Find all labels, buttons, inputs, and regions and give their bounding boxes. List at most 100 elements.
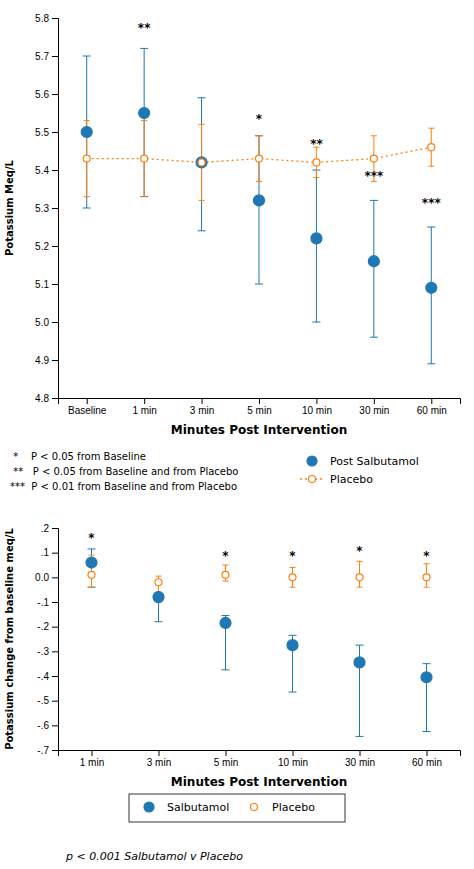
- error-bar-cap: [141, 196, 147, 197]
- y-tick: 4.8: [35, 393, 58, 404]
- error-bar-cap: [357, 561, 363, 562]
- annotation: **: [310, 137, 323, 151]
- x-tick-mark: [144, 398, 145, 404]
- y-tick: 5.1: [35, 279, 58, 290]
- error-bar-cap: [222, 615, 230, 616]
- x-tick: 5 min: [247, 398, 271, 416]
- y-tick-mark: [52, 360, 58, 361]
- y-tick-label: 0.0: [35, 572, 49, 583]
- x-tick-mark: [360, 750, 361, 756]
- error-bar-cap: [199, 124, 205, 125]
- point: [198, 159, 205, 166]
- x-tick-label: 60 min: [417, 405, 447, 416]
- y-tick-label: 5.2: [35, 241, 49, 252]
- point: [222, 571, 229, 578]
- y-tick: .2: [41, 523, 58, 534]
- point: [141, 155, 148, 162]
- error-bar: [357, 561, 363, 587]
- y-tick-mark: [52, 676, 58, 677]
- y-tick-label: 5.0: [35, 317, 49, 328]
- y-tick-label: -.5: [37, 695, 49, 706]
- point: [153, 592, 164, 603]
- annotation: ***: [364, 169, 384, 183]
- y-tick-label: 4.9: [35, 355, 49, 366]
- error-bar-stem: [316, 170, 317, 322]
- legend-marker: [251, 804, 258, 811]
- legend: Post SalbutamolPlacebo: [300, 455, 419, 486]
- x-tick: 10 min: [302, 398, 332, 416]
- y-tick-mark: [52, 322, 58, 323]
- x-tick-label: 5 min: [214, 757, 238, 768]
- legend-item: Salbutamol: [144, 801, 229, 814]
- y-tick: -.2: [37, 621, 58, 632]
- x-tick-mark: [316, 398, 317, 404]
- legend: SalbutamolPlacebo: [129, 794, 345, 822]
- y-tick-mark: [52, 56, 58, 57]
- x-tick-label: 1 min: [80, 757, 104, 768]
- point: [311, 233, 322, 244]
- error-bar-cap: [222, 669, 230, 670]
- error-bar-cap: [357, 587, 363, 588]
- error-bar-cap: [255, 135, 263, 136]
- error-bar-cap: [428, 166, 434, 167]
- point: [289, 574, 296, 581]
- error-bar-cap: [289, 635, 297, 636]
- point: [356, 574, 363, 581]
- y-tick: 0.0: [35, 572, 58, 583]
- y-tick: -.4: [37, 671, 58, 682]
- y-tick-label: 5.6: [35, 89, 49, 100]
- error-bar: [256, 136, 262, 182]
- point: [139, 108, 150, 119]
- y-tick: -.7: [37, 745, 58, 756]
- error-bar: [156, 576, 162, 592]
- y-axis: 4.84.95.05.15.25.35.45.55.65.75.8: [35, 13, 58, 404]
- y-tick-mark: [52, 246, 58, 247]
- error-bar-cap: [313, 177, 319, 178]
- point: [254, 195, 265, 206]
- y-tick-label: 5.8: [35, 13, 49, 24]
- error-bar-cap: [290, 567, 296, 568]
- y-tick: 5.5: [35, 127, 58, 138]
- y-tick-label: -.2: [37, 621, 49, 632]
- point: [81, 127, 92, 138]
- x-tick: Baseline: [68, 398, 107, 416]
- error-bar-cap: [428, 128, 434, 129]
- x-tick-label: 10 min: [278, 757, 308, 768]
- error-bar-cap: [88, 548, 96, 549]
- error-bar-cap: [423, 731, 431, 732]
- plot-area: [81, 48, 437, 363]
- x-tick: 1 min: [132, 398, 156, 416]
- y-tick-mark: [52, 701, 58, 702]
- error-bar-cap: [223, 565, 229, 566]
- y-tick-mark: [52, 398, 58, 399]
- error-bar: [255, 136, 263, 284]
- point: [354, 657, 365, 668]
- error-bar-cap: [140, 48, 148, 49]
- y-tick: 5.8: [35, 13, 58, 24]
- x-axis-line: [59, 751, 461, 757]
- y-axis-title: Potassium Meq/L: [4, 159, 15, 256]
- x-tick-label: 3 min: [190, 405, 214, 416]
- error-bar: [424, 564, 430, 587]
- y-axis-line: [52, 529, 59, 751]
- y-tick: -.3: [37, 646, 58, 657]
- y-axis: -.7-.6-.5-.4-.3-.2-.10.0.1.2: [35, 523, 58, 756]
- x-tick-label: 3 min: [147, 757, 171, 768]
- x-axis: 1 min3 min5 min10 min30 min60 min: [59, 750, 461, 768]
- error-bar: [312, 170, 320, 322]
- x-tick-mark: [293, 750, 294, 756]
- y-tick: 5.7: [35, 51, 58, 62]
- caption: * P < 0.05 from Baseline: [10, 451, 146, 462]
- x-tick: 3 min: [147, 750, 171, 768]
- point: [423, 574, 430, 581]
- y-tick-label: .2: [41, 523, 50, 534]
- y-tick-mark: [52, 18, 58, 19]
- x-tick-mark: [259, 398, 260, 404]
- error-bar-cap: [423, 663, 431, 664]
- x-tick-mark: [374, 398, 375, 404]
- point: [421, 672, 432, 683]
- x-axis-title: Minutes Post Intervention: [171, 423, 347, 437]
- plot-area: [86, 549, 432, 736]
- x-tick-mark: [159, 750, 160, 756]
- error-bar-cap: [370, 337, 378, 338]
